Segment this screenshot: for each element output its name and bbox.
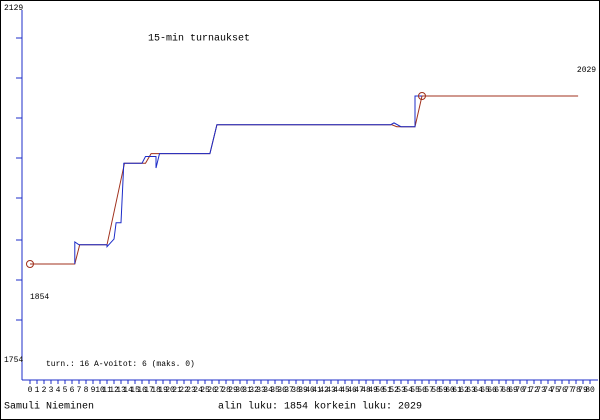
- x-tick-label: 38: [291, 386, 301, 395]
- x-tick-label: 9: [91, 386, 96, 395]
- x-tick-label: 7: [77, 386, 82, 395]
- x-tick-label: 80: [585, 386, 595, 395]
- x-tick-label: 77: [564, 386, 574, 395]
- x-tick-label: 68: [501, 386, 511, 395]
- x-tick-label: 45: [340, 386, 350, 395]
- x-tick-label: 15: [130, 386, 140, 395]
- series-line: [74, 95, 422, 264]
- x-tick-label: 75: [550, 386, 560, 395]
- x-tick-label: 37: [284, 386, 294, 395]
- x-tick-label: 27: [214, 386, 224, 395]
- low-label: 1854: [30, 293, 49, 302]
- x-tick-label: 36: [277, 386, 287, 395]
- x-tick-label: 20: [165, 386, 175, 395]
- x-tick-label: 73: [536, 386, 546, 395]
- x-tick-label: 46: [347, 386, 357, 395]
- x-tick-label: 47: [354, 386, 364, 395]
- x-tick-label: 66: [487, 386, 497, 395]
- x-tick-label: 50: [375, 386, 385, 395]
- x-tick-label: 16: [137, 386, 147, 395]
- x-tick-label: 22: [179, 386, 189, 395]
- x-tick-label: 18: [151, 386, 161, 395]
- x-tick-label: 28: [221, 386, 231, 395]
- x-tick-label: 79: [578, 386, 588, 395]
- x-tick-label: 0: [28, 386, 33, 395]
- x-tick-label: 60: [445, 386, 455, 395]
- x-tick-label: 33: [256, 386, 266, 395]
- x-tick-label: 72: [529, 386, 539, 395]
- extreme-marker: [418, 92, 426, 100]
- x-tick-label: 21: [172, 386, 182, 395]
- x-tick-label: 58: [431, 386, 441, 395]
- x-tick-label: 26: [207, 386, 217, 395]
- x-tick-label: 17: [144, 386, 154, 395]
- x-tick-label: 39: [298, 386, 308, 395]
- x-tick-label: 70: [515, 386, 525, 395]
- x-tick-label: 23: [186, 386, 196, 395]
- x-tick-label: 42: [319, 386, 329, 395]
- x-tick-label: 71: [522, 386, 532, 395]
- x-tick-label: 13: [116, 386, 126, 395]
- x-tick-label: 64: [473, 386, 483, 395]
- stats: turn.: 16 A-voitot: 6 (maks. 0): [46, 360, 195, 369]
- x-tick-label: 57: [424, 386, 434, 395]
- y-minor-ticks: [16, 37, 22, 321]
- x-tick-label: 19: [158, 386, 168, 395]
- x-tick-label: 62: [459, 386, 469, 395]
- x-tick-label: 48: [361, 386, 371, 395]
- x-tick-label: 31: [242, 386, 252, 395]
- x-tick-label: 65: [480, 386, 490, 395]
- x-tick-label: 40: [305, 386, 315, 395]
- extreme-marker: [26, 260, 34, 268]
- y-tick-label: 1754: [4, 356, 23, 365]
- x-tick-label: 44: [333, 386, 343, 395]
- x-tick-label: 78: [571, 386, 581, 395]
- chart-title: 15-min turnaukset: [148, 33, 250, 45]
- x-tick-label: 1: [35, 386, 40, 395]
- x-tick-label: 24: [193, 386, 203, 395]
- x-tick-label: 11: [102, 386, 112, 395]
- x-tick-label: 10: [95, 386, 105, 395]
- summary: alin luku: 1854 korkein luku: 2029: [218, 401, 422, 413]
- x-tick-label: 59: [438, 386, 448, 395]
- x-tick-label: 3: [49, 386, 54, 395]
- x-tick-label: 51: [382, 386, 392, 395]
- x-tick-label: 43: [326, 386, 336, 395]
- x-tick-label: 4: [56, 386, 61, 395]
- x-tick-label: 69: [508, 386, 518, 395]
- x-tick-label: 54: [403, 386, 413, 395]
- x-tick-label: 29: [228, 386, 238, 395]
- x-tick-label: 2: [42, 386, 47, 395]
- x-tick-label: 32: [249, 386, 259, 395]
- x-tick-label: 30: [235, 386, 245, 395]
- x-tick-label: 49: [368, 386, 378, 395]
- x-tick-label: 74: [543, 386, 553, 395]
- x-tick-label: 61: [452, 386, 462, 395]
- x-tick-label: 35: [270, 386, 280, 395]
- high-label: 2029: [577, 66, 596, 75]
- x-tick-label: 8: [84, 386, 89, 395]
- x-tick-label: 14: [123, 386, 133, 395]
- x-tick-label: 34: [263, 386, 273, 395]
- x-tick-label: 41: [312, 386, 322, 395]
- x-tick-label: 53: [396, 386, 406, 395]
- x-tick-label: 6: [70, 386, 75, 395]
- x-tick-label: 52: [389, 386, 399, 395]
- x-tick-label: 12: [109, 386, 119, 395]
- x-tick-label: 56: [417, 386, 427, 395]
- author: Samuli Nieminen: [4, 401, 94, 413]
- y-tick-label: 2129: [4, 4, 23, 13]
- x-tick-label: 76: [557, 386, 567, 395]
- x-tick-label: 67: [494, 386, 504, 395]
- x-tick-label: 63: [466, 386, 476, 395]
- x-tick-label: 55: [410, 386, 420, 395]
- x-tick-label: 5: [63, 386, 68, 395]
- x-tick-label: 25: [200, 386, 210, 395]
